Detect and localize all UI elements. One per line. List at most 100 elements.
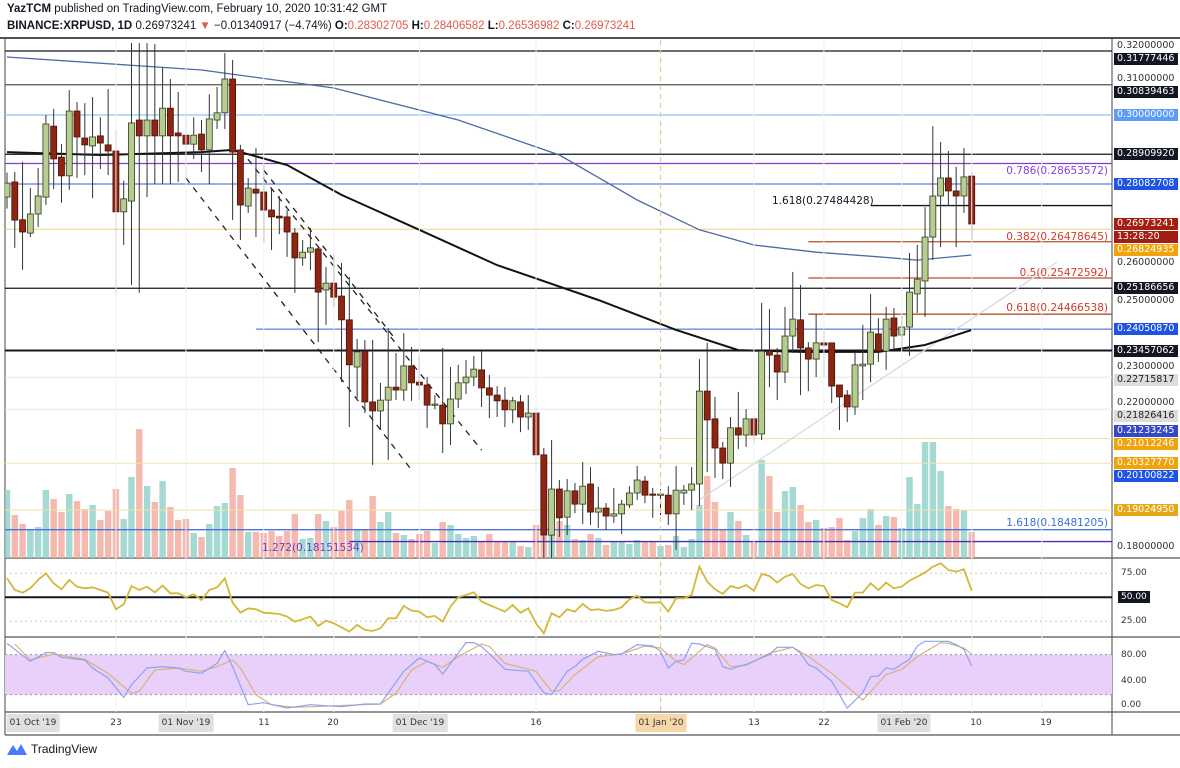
candle <box>563 478 571 536</box>
volume-bar <box>291 514 299 558</box>
x-axis-label: 22 <box>818 718 830 728</box>
price-axis-tick: 0.23000000 <box>1114 361 1178 373</box>
last-price: 0.26973241 <box>135 20 197 32</box>
volume-bar <box>859 518 866 558</box>
candle <box>540 447 548 558</box>
volume-bar <box>890 517 898 558</box>
logo-text: TradingView <box>31 742 98 756</box>
candle <box>268 188 275 250</box>
candle <box>400 333 408 401</box>
volume-bar <box>361 529 369 558</box>
candle <box>711 396 719 478</box>
candle-body-up <box>213 112 221 121</box>
volume-bar <box>299 539 306 558</box>
volume-bar <box>812 520 820 558</box>
volume-bar <box>11 515 18 558</box>
volume-bar <box>789 487 796 558</box>
price-axis-label: 0.26824935 <box>1114 244 1178 256</box>
stoch-band <box>5 654 1112 695</box>
volume-bar <box>19 524 26 558</box>
candle-body-up <box>851 364 859 408</box>
candle-body-up <box>913 278 921 295</box>
candle <box>719 441 727 479</box>
candle <box>843 390 851 423</box>
candle-body-up <box>882 318 890 352</box>
candle <box>882 306 890 370</box>
candle <box>944 150 952 207</box>
candle <box>462 360 470 394</box>
fib-level-label: 0.382(0.26478645) <box>1006 230 1108 243</box>
volume-bar <box>283 531 291 558</box>
candle-body-down <box>392 386 400 391</box>
candle <box>338 262 345 383</box>
candle <box>314 246 322 343</box>
candle-body-up <box>244 187 252 207</box>
candle <box>470 355 478 387</box>
volume-bar <box>431 543 439 558</box>
volume-bar <box>439 522 446 558</box>
candle <box>781 306 789 383</box>
volume-bar <box>952 509 960 558</box>
candle <box>159 67 167 185</box>
candle-body-down <box>166 107 174 137</box>
volume-bar <box>680 547 688 558</box>
price-axis-label: 0.25186656 <box>1114 282 1178 295</box>
volume-bar <box>851 531 859 558</box>
price-axis-label: 0.21012246 <box>1114 437 1178 450</box>
candle-body-down <box>151 119 159 137</box>
volume-bar <box>844 540 851 558</box>
candle-body-up <box>299 251 307 259</box>
volume-bar <box>735 521 742 558</box>
volume-bar <box>66 494 73 558</box>
volume-bar <box>58 512 65 558</box>
candle <box>921 207 929 317</box>
price-axis-tick: 0.25000000 <box>1114 295 1178 308</box>
candle-body-up <box>633 479 641 494</box>
candle-body-up <box>610 513 618 517</box>
volume-bar <box>758 460 765 558</box>
countdown-timer: 13:28:20 <box>1114 231 1178 243</box>
volume-bar <box>960 510 968 558</box>
price-axis-tick: 0.18000000 <box>1114 541 1178 553</box>
candle-body-up <box>89 136 96 147</box>
publish-info: YazTCM published on TradingView.com, Feb… <box>7 3 387 15</box>
candle-body-up <box>626 492 633 506</box>
tradingview-logo[interactable]: TradingView <box>6 742 97 756</box>
volume-bar <box>423 531 431 558</box>
x-axis-label-highlighted: 01 Jan '20 <box>635 714 687 732</box>
volume-bar <box>81 509 88 558</box>
volume-bar <box>727 512 734 558</box>
candle-body-down <box>369 401 377 412</box>
volume-bar <box>276 536 283 558</box>
fib-level-label: 1.272(0.18151534) <box>262 541 364 554</box>
author-name[interactable]: YazTCM <box>7 3 52 15</box>
candle-body-up <box>579 485 587 505</box>
volume-bar <box>229 468 236 558</box>
volume-bar <box>353 529 361 558</box>
volume-bar <box>213 506 221 558</box>
volume-bar <box>120 519 127 558</box>
volume-bar <box>618 542 625 558</box>
open-value: 0.28302705 <box>347 20 409 32</box>
candle <box>431 395 439 410</box>
candle <box>42 114 50 205</box>
volume-bar <box>704 476 711 558</box>
candle <box>587 467 594 526</box>
candle <box>649 487 657 518</box>
candle <box>392 352 400 401</box>
candle-body-down <box>361 350 369 403</box>
candle-body-down <box>571 490 579 505</box>
candle-body-down <box>828 342 836 387</box>
candle <box>797 284 804 396</box>
volume-bar <box>268 531 275 558</box>
candle <box>384 328 392 460</box>
volume-bar <box>237 495 244 558</box>
candle <box>11 171 19 248</box>
candle-body-down <box>338 295 345 321</box>
volume-bar <box>828 527 835 558</box>
volume-bar <box>392 533 400 558</box>
candle <box>135 42 143 293</box>
candle <box>579 462 587 524</box>
